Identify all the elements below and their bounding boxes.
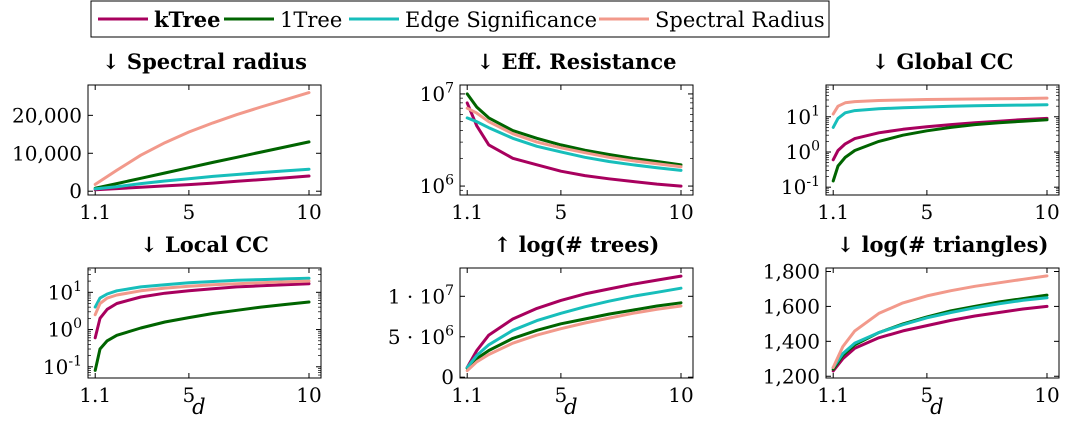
- x-tick-label: 1.1: [79, 200, 111, 224]
- plot-frame: [459, 84, 694, 196]
- plot-frame: [825, 267, 1060, 379]
- x-tick-label: 1.1: [451, 383, 483, 407]
- y-tick-label: 101: [48, 279, 82, 304]
- series-line: [465, 301, 683, 370]
- y-tick-label: 1,400: [763, 329, 820, 353]
- plot-frame: [87, 84, 322, 196]
- legend-label: Edge Significance: [405, 8, 597, 32]
- chart-panel: ↑ log(# trees) 0 5 · 106 1 · 107 1.1 5 10 d: [388, 232, 694, 419]
- y-tick-label: 0: [441, 365, 454, 389]
- chart-title: ↓ log(# triangles): [837, 232, 1049, 257]
- y-tick-label: 1,600: [763, 294, 820, 318]
- series-line: [93, 282, 311, 340]
- chart-title: ↓ Global CC: [872, 49, 1014, 74]
- series-line: [465, 101, 683, 188]
- y-tick-label: 0: [69, 179, 82, 203]
- series-line: [93, 167, 311, 191]
- chart-title: ↓ Spectral radius: [102, 49, 307, 74]
- legend: kTree 1Tree Edge Significance Spectral Radi…: [90, 0, 830, 38]
- legend-box: [90, 0, 830, 38]
- plot-frame: [459, 267, 694, 379]
- x-tick-label: 5: [183, 383, 196, 407]
- series-line: [93, 140, 311, 190]
- y-tick-label: 100: [48, 316, 82, 341]
- legend-label: kTree: [154, 7, 220, 32]
- series-line: [465, 92, 683, 167]
- y-tick-label: 5 · 106: [388, 323, 454, 348]
- y-tick-label: 20,000: [12, 103, 82, 127]
- series-line: [465, 274, 683, 369]
- chart-panel: ↓ Eff. Resistance 106 107 1.1 5 10: [420, 49, 694, 224]
- series-line: [465, 286, 683, 369]
- x-tick-label: 10: [1034, 383, 1059, 407]
- y-tick-label: 106: [420, 173, 454, 198]
- series-line: [93, 279, 311, 317]
- series-line: [465, 116, 683, 172]
- y-tick-label: 1,200: [763, 364, 820, 388]
- plot-frame: [87, 267, 322, 379]
- x-tick-label: 5: [921, 383, 934, 407]
- x-tick-label: 5: [921, 200, 934, 224]
- x-axis-label: d: [564, 395, 577, 419]
- legend-label: 1Tree: [280, 8, 342, 32]
- chart-panel: ↓ log(# triangles) 1,200 1,400 1,600 1,800 1.…: [763, 232, 1060, 419]
- y-tick-label: 10,000: [12, 141, 82, 165]
- chart-title: ↓ Local CC: [140, 232, 269, 257]
- series-line: [93, 174, 311, 192]
- x-tick-label: 1.1: [817, 383, 849, 407]
- chart-panel: ↓ Local CC 10-1 100 101 1.1 5 10 d: [43, 232, 322, 419]
- y-tick-label: 100: [786, 139, 820, 164]
- x-axis-label: d: [192, 395, 205, 419]
- chart-title: ↑ log(# trees): [494, 232, 660, 257]
- x-tick-label: 5: [183, 200, 196, 224]
- plot-frame: [825, 84, 1060, 196]
- y-tick-label: 107: [420, 81, 454, 106]
- chart-panel: ↓ Global CC 10-1 100 101 1.1 5 10: [781, 49, 1060, 224]
- chart-panel: ↓ Spectral radius 0 10,000 20,000 1.1 5 10: [12, 49, 322, 224]
- x-axis-label: d: [930, 395, 943, 419]
- x-tick-label: 10: [1034, 200, 1059, 224]
- y-tick-label: 10-1: [781, 174, 820, 199]
- series-line: [831, 293, 1049, 371]
- series-line: [831, 103, 1049, 129]
- x-tick-label: 1.1: [817, 200, 849, 224]
- series-line: [465, 106, 683, 169]
- series-line: [93, 300, 311, 372]
- series-line: [831, 116, 1049, 162]
- y-tick-label: 10-1: [43, 353, 82, 378]
- x-tick-label: 10: [668, 200, 693, 224]
- x-tick-label: 5: [555, 200, 568, 224]
- series-line: [831, 274, 1049, 369]
- x-tick-label: 1.1: [451, 200, 483, 224]
- x-tick-label: 10: [296, 383, 321, 407]
- series-line: [465, 304, 683, 373]
- x-tick-label: 10: [668, 383, 693, 407]
- legend-label: Spectral Radius: [655, 8, 825, 32]
- series-line: [831, 96, 1049, 116]
- series-line: [831, 304, 1049, 373]
- y-tick-label: 101: [786, 103, 820, 128]
- x-tick-label: 1.1: [79, 383, 111, 407]
- y-tick-label: 1,800: [763, 259, 820, 283]
- x-tick-label: 10: [296, 200, 321, 224]
- series-line: [831, 296, 1049, 369]
- chart-title: ↓ Eff. Resistance: [477, 49, 677, 74]
- y-tick-label: 1 · 107: [388, 283, 454, 308]
- series-line: [831, 118, 1049, 183]
- series-line: [93, 91, 311, 186]
- x-tick-label: 5: [555, 383, 568, 407]
- series-line: [93, 276, 311, 309]
